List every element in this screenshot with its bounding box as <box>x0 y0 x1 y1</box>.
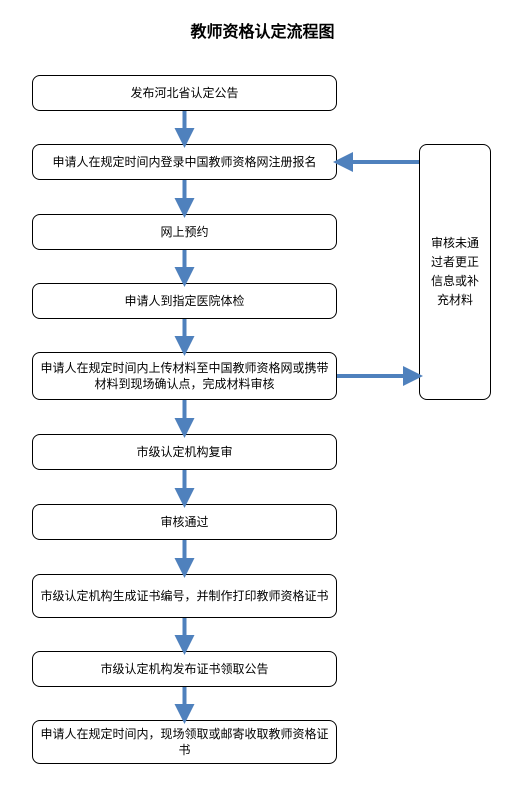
node-label: 申请人到指定医院体检 <box>124 293 244 309</box>
node-gen-certificate: 市级认定机构生成证书编号，并制作打印教师资格证书 <box>32 574 337 618</box>
node-label: 申请人在规定时间内登录中国教师资格网注册报名 <box>52 154 316 170</box>
node-register: 申请人在规定时间内登录中国教师资格网注册报名 <box>32 144 337 180</box>
node-online-book: 网上预约 <box>32 214 337 250</box>
node-label: 市级认定机构复审 <box>136 444 232 460</box>
node-city-review: 市级认定机构复审 <box>32 434 337 470</box>
node-label: 审核通过 <box>160 514 208 530</box>
node-approved: 审核通过 <box>32 504 337 540</box>
node-side-reject: 审核未通过者更正信息或补充材料 <box>419 144 491 400</box>
node-label: 申请人在规定时间内上传材料至中国教师资格网或携带材料到现场确认点，完成材料审核 <box>39 360 330 392</box>
page-title: 教师资格认定流程图 <box>0 18 525 42</box>
node-label: 市级认定机构生成证书编号，并制作打印教师资格证书 <box>40 588 328 604</box>
node-announcement: 发布河北省认定公告 <box>32 75 337 111</box>
node-label: 申请人在规定时间内，现场领取或邮寄收取教师资格证书 <box>39 726 330 758</box>
node-hospital-check: 申请人到指定医院体检 <box>32 283 337 319</box>
node-label: 审核未通过者更正信息或补充材料 <box>430 234 480 311</box>
node-publish-pickup: 市级认定机构发布证书领取公告 <box>32 651 337 687</box>
node-pickup: 申请人在规定时间内，现场领取或邮寄收取教师资格证书 <box>32 720 337 764</box>
node-label: 发布河北省认定公告 <box>130 85 238 101</box>
node-label: 市级认定机构发布证书领取公告 <box>100 661 268 677</box>
node-upload-materials: 申请人在规定时间内上传材料至中国教师资格网或携带材料到现场确认点，完成材料审核 <box>32 352 337 400</box>
node-label: 网上预约 <box>160 224 208 240</box>
